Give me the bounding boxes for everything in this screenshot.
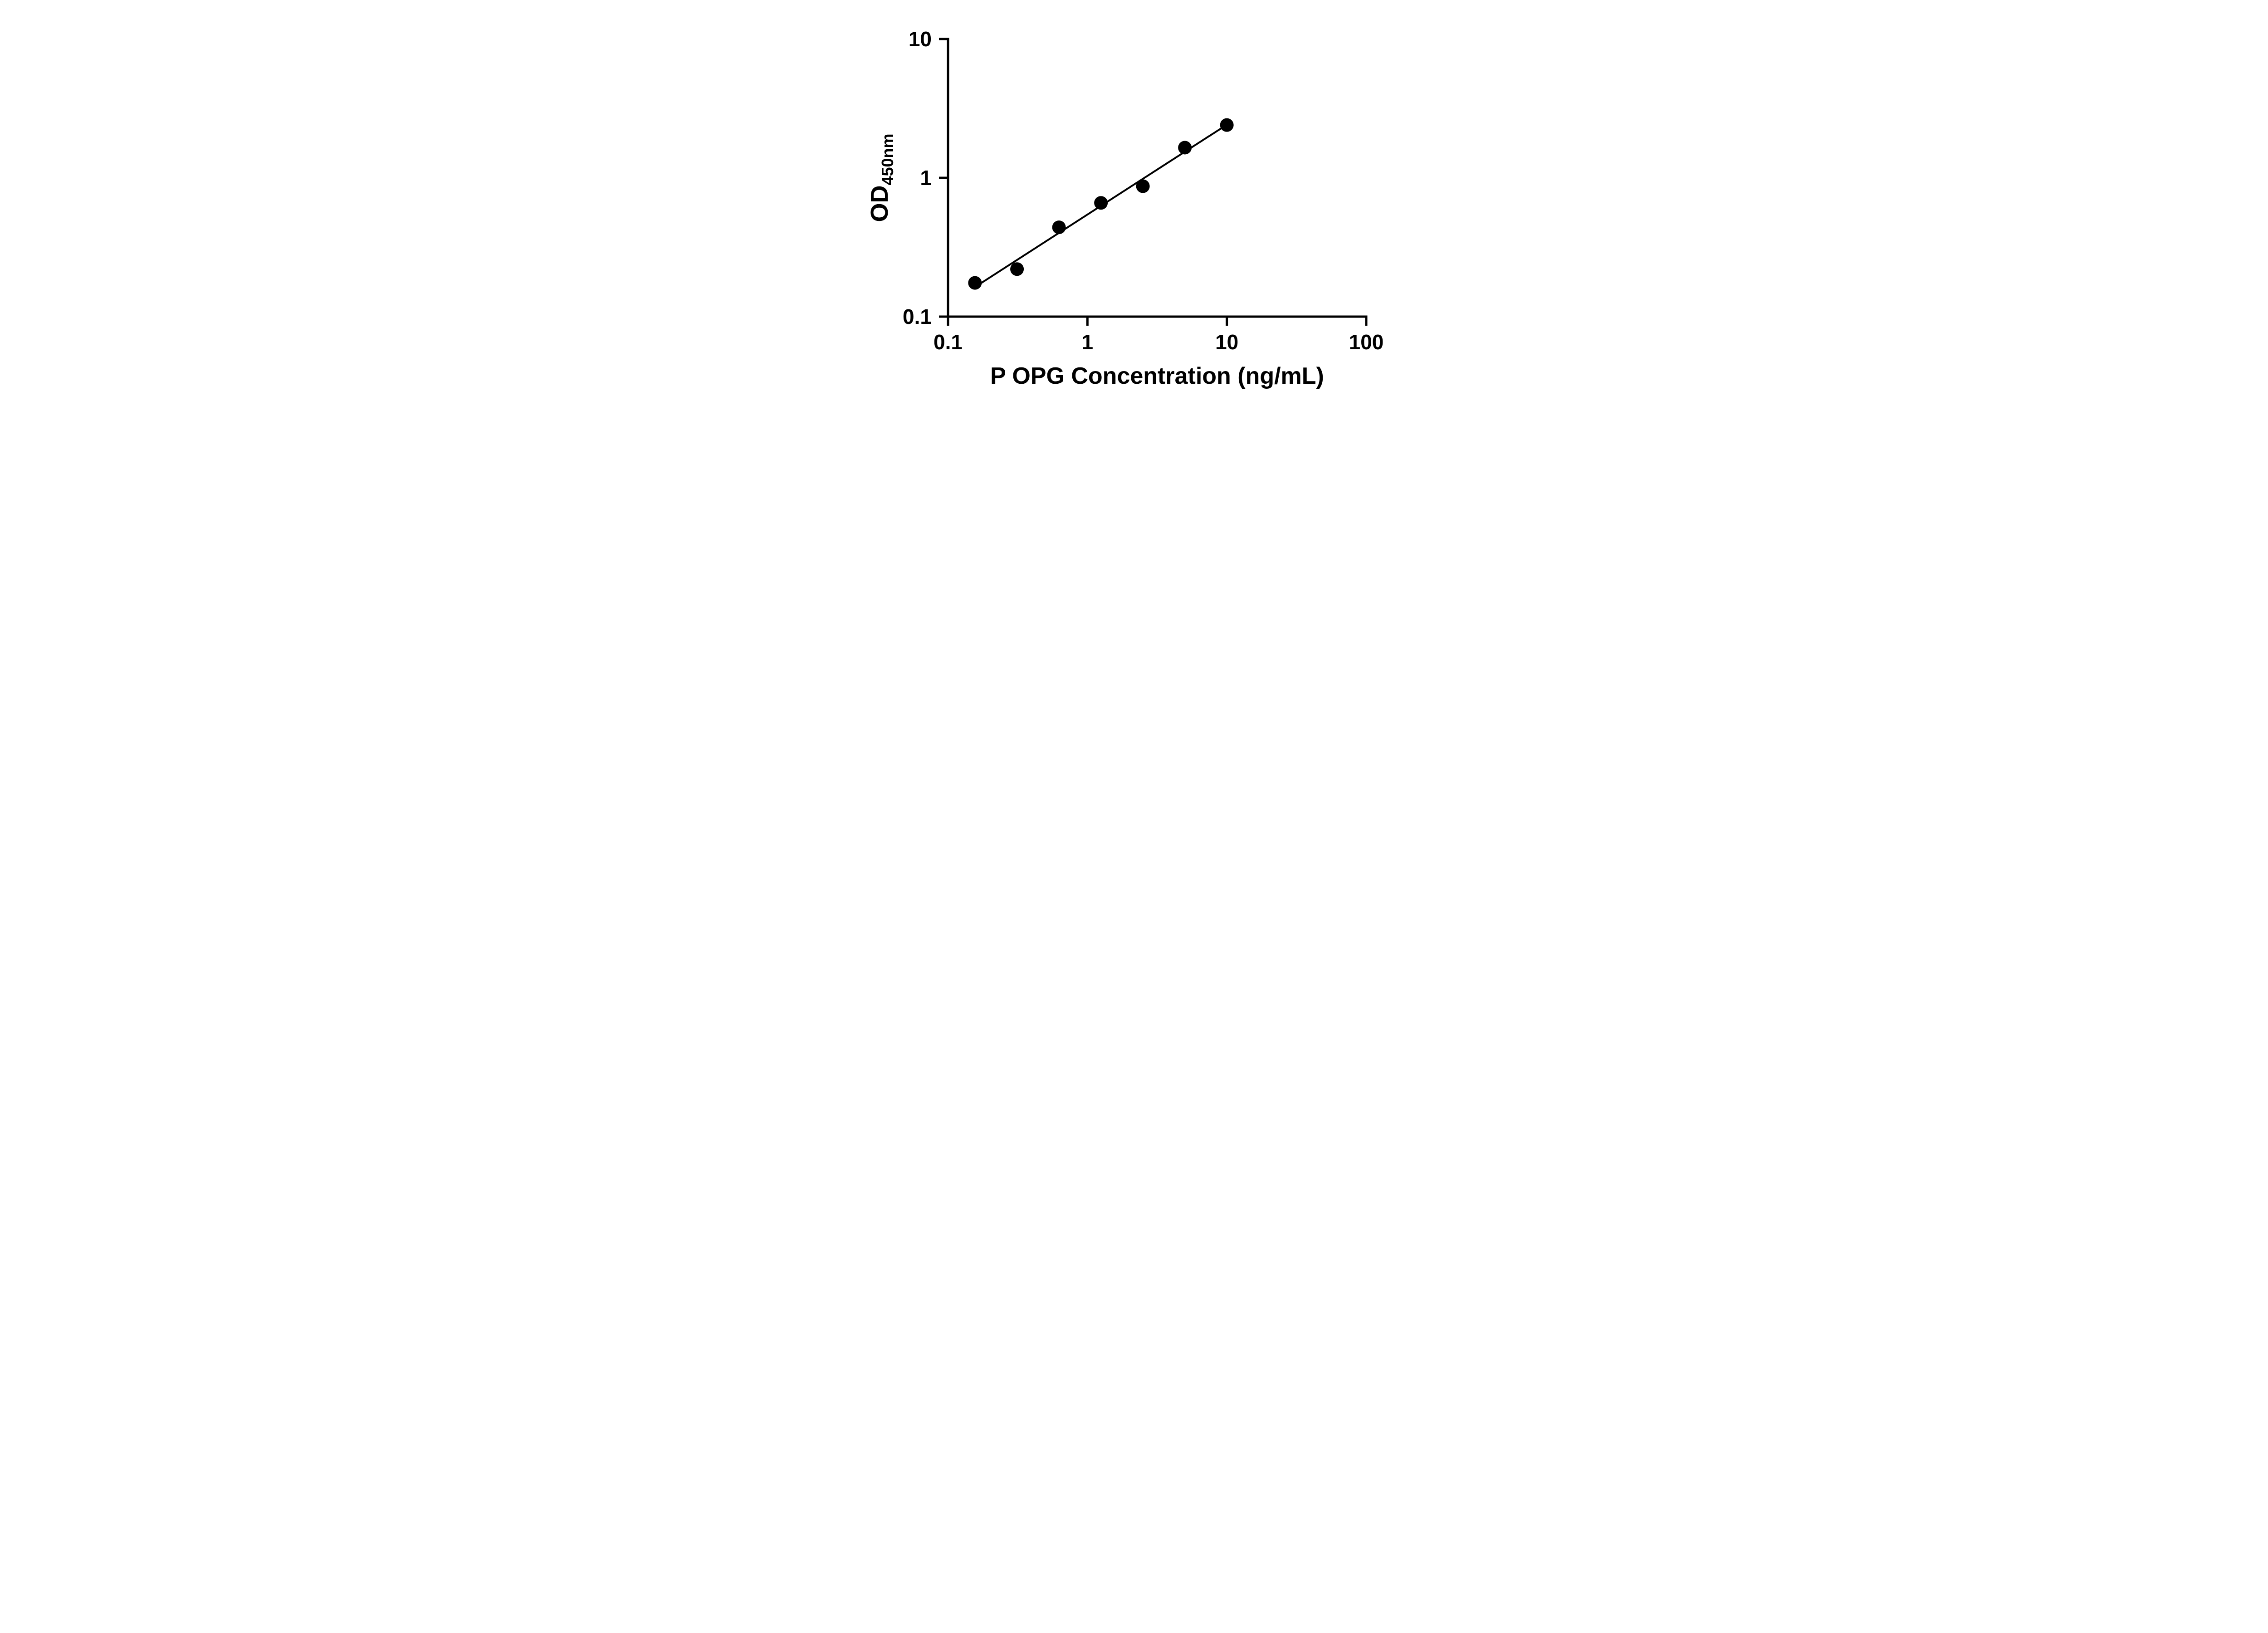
standard-curve-chart: 0.1 1 10 100 0.1 1 10 P OPG Concentration (ng/… [866,27,1383,389]
tick-marks [939,38,1368,326]
y-axis-title-subscript: 450nm [878,133,897,185]
axes [947,38,1368,318]
y-axis-title-main: OD [866,186,893,222]
data-point [1010,262,1024,276]
data-point [1220,118,1234,132]
y-tick-label: 0.1 [903,305,932,328]
x-tick-label: 100 [1349,330,1384,354]
x-axis-title: P OPG Concentration (ng/mL) [990,363,1324,389]
x-tick-label: 10 [1215,330,1238,354]
data-point [1178,141,1192,155]
plot-area [968,118,1234,290]
x-tick-label: 1 [1082,330,1094,354]
data-point [1052,220,1066,235]
y-axis-title: OD450nm [866,133,897,222]
data-point [1094,196,1108,210]
elisa-standard-curve-figure: 0.1 1 10 100 0.1 1 10 P OPG Concentration (ng/… [848,0,1420,408]
data-point [1136,179,1150,193]
y-tick-label: 10 [909,27,932,51]
tick-labels: 0.1 1 10 100 0.1 1 10 [903,27,1383,354]
data-point [968,276,982,290]
axis-lines [947,38,1368,318]
x-tick-label: 0.1 [934,330,963,354]
y-tick-label: 1 [920,166,932,190]
